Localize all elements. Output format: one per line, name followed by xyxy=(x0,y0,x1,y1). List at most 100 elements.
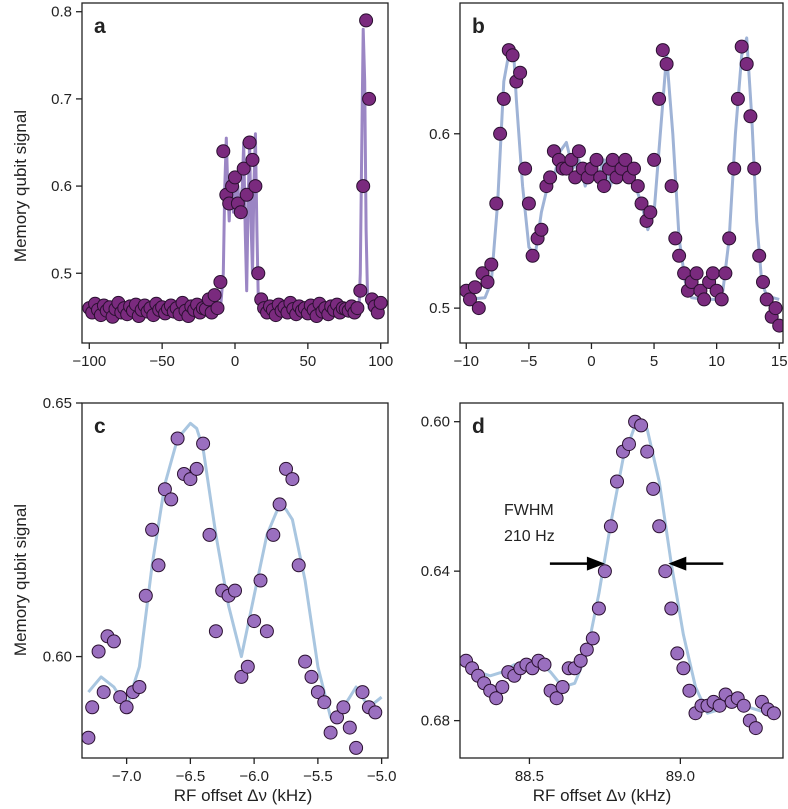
data-point-b xyxy=(518,161,533,176)
y-tick-label-d: 0.60 xyxy=(421,414,450,431)
axes-frame-c xyxy=(81,402,389,759)
data-point-c xyxy=(310,685,325,700)
data-point-a xyxy=(216,144,231,159)
data-point-d xyxy=(682,683,697,698)
data-point-c xyxy=(157,482,172,497)
data-point-c xyxy=(208,624,223,639)
panel-a: −100 −50 0 50 100 0.5 0.6 0.7 0.8 a xyxy=(51,2,393,370)
data-point-a xyxy=(228,170,242,185)
data-point-b xyxy=(756,275,770,289)
panel-b: −10 −5 0 5 10 15 0.5 0.6 b xyxy=(429,2,788,370)
data-point-a xyxy=(236,161,251,176)
data-point-b xyxy=(627,161,641,176)
y-tick-label-a: 0.8 xyxy=(51,4,72,21)
fwhm-left-arrow-head xyxy=(586,556,605,571)
data-point-c xyxy=(323,725,338,740)
data-point-d xyxy=(610,474,624,489)
ylabel-top: Memory qubit signal xyxy=(11,110,30,262)
data-point-b xyxy=(659,57,674,71)
data-point-b xyxy=(534,222,549,237)
data-point-b xyxy=(718,266,733,281)
data-point-c xyxy=(228,583,242,598)
data-point-b xyxy=(463,292,477,307)
data-point-c xyxy=(170,431,185,446)
data-point-a xyxy=(233,205,248,220)
data-point-c xyxy=(119,700,134,715)
data-point-d xyxy=(670,646,685,661)
ylabel-bottom: Memory qubit signal xyxy=(11,504,30,656)
data-point-b xyxy=(647,152,662,167)
data-point-c xyxy=(202,527,217,542)
data-point-c xyxy=(342,720,357,735)
data-point-c xyxy=(138,588,153,603)
fwhm-value: 210 Hz xyxy=(504,528,555,545)
data-point-b xyxy=(747,161,762,176)
data-point-c xyxy=(113,690,128,705)
x-tick-label-a: 0 xyxy=(231,353,239,370)
data-point-c xyxy=(91,644,106,659)
data-point-a xyxy=(350,301,365,316)
data-point-d xyxy=(597,564,612,579)
data-point-c xyxy=(189,461,204,476)
x-tick-label-b: −5 xyxy=(520,353,537,370)
data-point-c xyxy=(330,710,344,725)
y-tick-label-a: 0.7 xyxy=(51,91,72,108)
data-point-b xyxy=(525,248,540,263)
data-point-d xyxy=(646,481,661,496)
data-point-c xyxy=(253,573,268,588)
data-point-b xyxy=(752,248,767,263)
data-point-d xyxy=(640,444,655,459)
data-point-d xyxy=(622,437,636,452)
data-point-b xyxy=(697,292,712,307)
x-tick-label-a: 50 xyxy=(300,353,317,370)
y-tick-label-d: 0.68 xyxy=(421,713,450,730)
x-tick-label-c: −6.5 xyxy=(176,768,206,785)
y-tick-label-b: 0.5 xyxy=(429,300,450,317)
data-point-b xyxy=(618,152,633,167)
data-point-b xyxy=(652,91,667,106)
data-point-c xyxy=(266,527,281,542)
data-point-d xyxy=(664,601,679,616)
data-point-b xyxy=(734,39,749,54)
data-point-a xyxy=(362,91,377,106)
x-tick-label-b: 10 xyxy=(708,353,725,370)
data-point-b xyxy=(664,179,679,194)
data-point-c xyxy=(96,685,111,700)
data-point-b xyxy=(484,257,499,272)
data-point-d xyxy=(489,691,504,706)
data-point-d xyxy=(549,691,564,706)
x-tick-label-b: −10 xyxy=(454,353,479,370)
data-point-b xyxy=(705,266,720,281)
data-point-d xyxy=(676,661,691,676)
data-point-d xyxy=(579,642,594,657)
data-point-c xyxy=(82,730,96,745)
data-point-d xyxy=(591,601,606,616)
data-point-b xyxy=(468,280,482,295)
data-point-c xyxy=(106,634,121,649)
data-point-d xyxy=(748,721,763,736)
data-point-a xyxy=(207,288,222,303)
data-point-d xyxy=(736,698,751,713)
data-point-b xyxy=(643,205,658,220)
data-point-b xyxy=(772,318,783,333)
x-tick-label-b: 5 xyxy=(650,353,658,370)
fit-curve-c xyxy=(87,421,383,719)
data-point-a xyxy=(245,152,260,167)
y-tick-label-b: 0.6 xyxy=(429,126,450,143)
data-point-c xyxy=(279,461,293,476)
data-point-b xyxy=(722,231,737,246)
data-point-b xyxy=(743,109,758,124)
data-point-c xyxy=(298,654,313,669)
data-point-b xyxy=(727,161,742,176)
data-point-c xyxy=(317,695,332,710)
data-point-b xyxy=(571,144,586,159)
axes-frame-d xyxy=(459,402,784,759)
plot-area-c xyxy=(82,421,383,755)
data-point-b xyxy=(714,292,729,307)
x-tick-label-b: 15 xyxy=(771,353,788,370)
plot-area-a xyxy=(82,13,388,324)
y-tick-label-d: 0.64 xyxy=(421,563,450,580)
data-point-c xyxy=(196,436,211,451)
x-tick-label-a: −100 xyxy=(72,353,106,370)
